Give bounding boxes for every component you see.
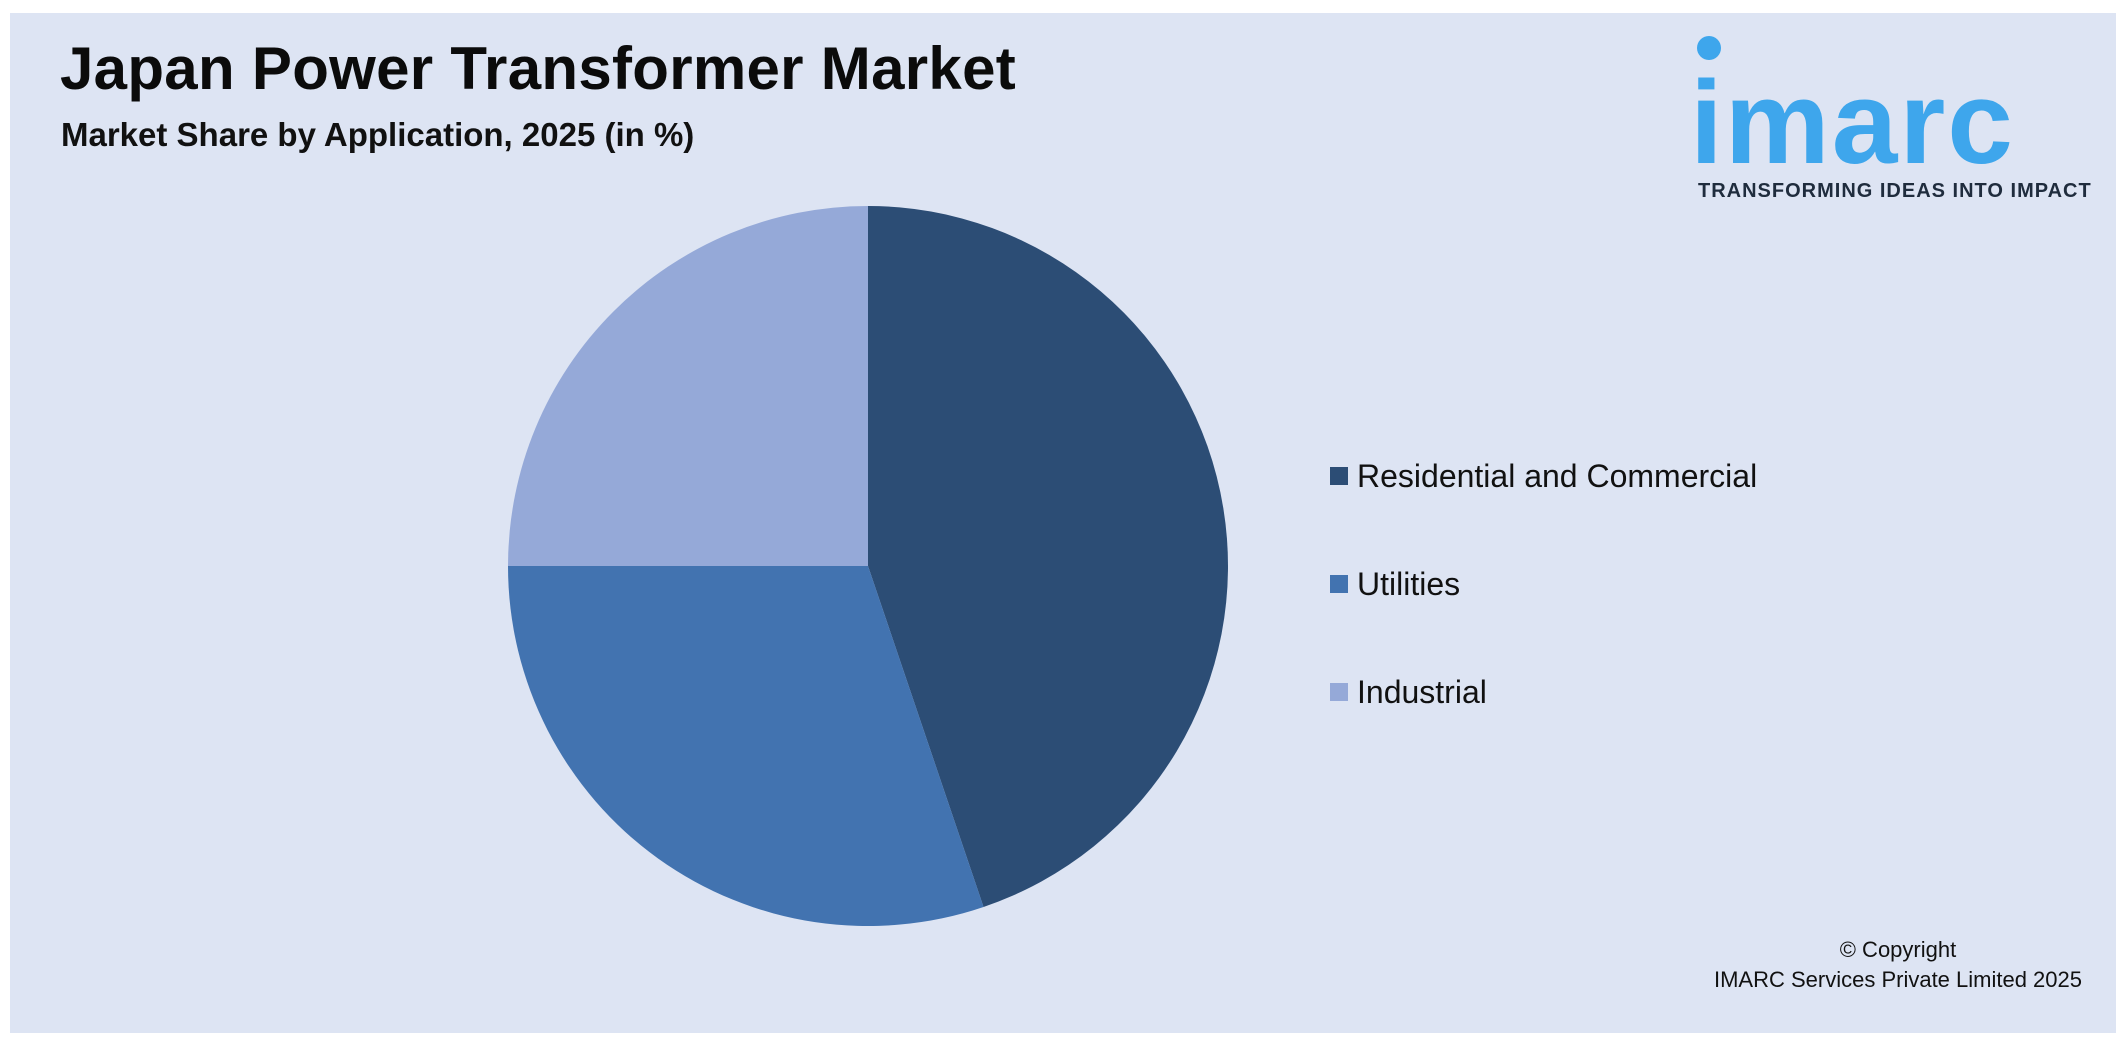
legend-item-industrial: Industrial (1330, 668, 1757, 776)
chart-subtitle: Market Share by Application, 2025 (in %) (61, 116, 695, 153)
imarc-logo: imarc TRANSFORMING IDEAS INTO IMPACT (1690, 30, 2100, 210)
legend-swatch (1330, 467, 1348, 485)
pie-slices (508, 206, 1228, 926)
logo-tagline: TRANSFORMING IDEAS INTO IMPACT (1698, 180, 2092, 202)
copyright-line-1: © Copyright (1839, 937, 1957, 962)
pie-slice-residential-and-commercial (868, 206, 1228, 907)
legend-swatch (1330, 683, 1348, 701)
legend-label: Industrial (1357, 674, 1487, 710)
legend-swatch (1330, 575, 1348, 593)
pie-slice-industrial (508, 206, 868, 566)
logo-wordmark: imarc (1690, 57, 2015, 189)
legend-label: Residential and Commercial (1357, 458, 1758, 494)
legend-item-utilities: Utilities (1330, 560, 1757, 668)
legend-item-residential-and-commercial: Residential and Commercial (1330, 452, 1757, 560)
logo-dot-icon (1697, 36, 1721, 60)
legend-label: Utilities (1357, 566, 1461, 602)
copyright-line-2: IMARC Services Private Limited 2025 (1713, 967, 2082, 992)
pie-slice-utilities (508, 566, 984, 926)
chart-title: Japan Power Transformer Market (60, 35, 1017, 102)
copyright-notice: © Copyright IMARC Services Private Limit… (1714, 935, 2082, 995)
chart-legend: Residential and Commercial Utilities Indus… (1330, 452, 1757, 776)
